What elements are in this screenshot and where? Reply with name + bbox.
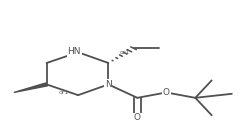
Polygon shape <box>14 83 48 92</box>
Text: or1: or1 <box>120 50 130 55</box>
Text: O: O <box>163 88 170 97</box>
Text: HN: HN <box>68 47 81 56</box>
Text: or1: or1 <box>59 90 69 95</box>
Text: N: N <box>105 80 112 89</box>
Text: O: O <box>134 113 141 122</box>
